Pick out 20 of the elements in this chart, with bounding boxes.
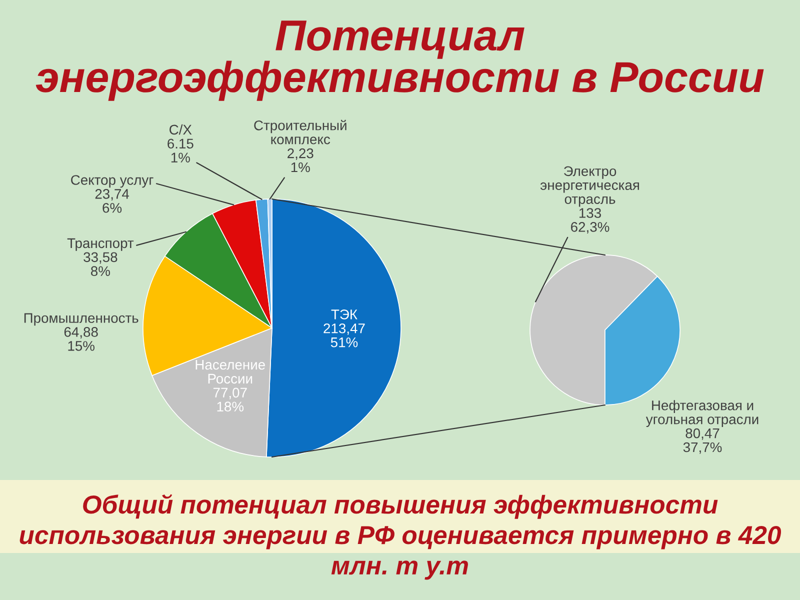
data-label: 64,88 15% xyxy=(64,327,98,351)
chart-title: Потенциал энергоэффективности в России xyxy=(36,20,764,101)
data-label: 6.15 1% xyxy=(168,138,194,162)
data-label: 80,47 37,7% xyxy=(683,428,722,454)
text: Общий потенциал повышения эффективности использования энергии в РФ оценивается примерно в 420 млн. т у.т xyxy=(20,494,782,580)
data-label: 133 62,3% xyxy=(571,208,610,234)
slice-label: Нефтегазовая и угольная отрасли xyxy=(646,400,758,427)
data-label: 33,58 8% xyxy=(84,252,118,276)
data-label: 23,74 6% xyxy=(95,189,130,213)
slice-label: Электро энергетическая отрасль xyxy=(540,166,639,207)
slice-label: Промышленность xyxy=(24,313,138,326)
slice-label: Строительный комплекс xyxy=(254,120,346,144)
slice-label: ТЭК xyxy=(331,310,358,320)
slice-label: С/Х xyxy=(170,124,192,135)
data-label: 213,47 51% xyxy=(324,323,365,348)
data-label: 2,23 1% xyxy=(288,148,314,172)
slice-label: Транспорт xyxy=(67,238,134,251)
data-label: 77,07 18% xyxy=(213,388,247,412)
slice-label: Сектор услуг xyxy=(71,175,154,188)
slice-label: Население России xyxy=(196,360,265,384)
